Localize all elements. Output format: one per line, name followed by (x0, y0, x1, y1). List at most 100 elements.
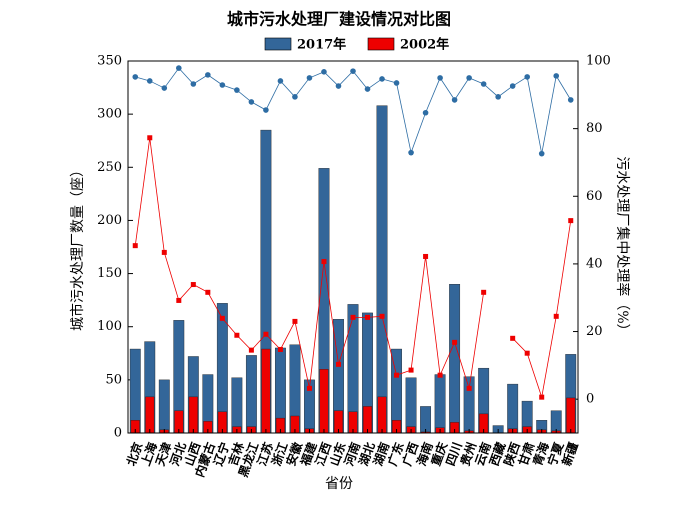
legend-label: 2002年 (400, 37, 449, 53)
line-marker (568, 218, 574, 224)
bar (405, 377, 417, 434)
line-marker (306, 385, 312, 391)
bar (245, 355, 257, 434)
bar (507, 383, 519, 434)
line-marker (292, 94, 298, 100)
line (134, 137, 485, 389)
line-marker (466, 75, 472, 81)
line-marker (365, 314, 371, 320)
legend-swatch (367, 37, 395, 51)
line-marker (263, 331, 269, 337)
line-marker (364, 86, 371, 92)
bar (145, 396, 155, 434)
bar (376, 105, 388, 434)
line-marker (147, 135, 153, 141)
bar (261, 348, 271, 434)
line-marker (553, 73, 560, 79)
line-marker (510, 335, 516, 341)
y2-tick-label: 0 (586, 392, 594, 407)
y-tick-label: 300 (97, 107, 122, 122)
line-marker (335, 361, 341, 367)
line-marker (437, 75, 443, 81)
line-marker (350, 68, 356, 74)
line-marker (277, 78, 284, 84)
line-marker (234, 87, 240, 93)
line-marker (524, 350, 530, 356)
y-tick-label: 100 (97, 319, 122, 334)
line-marker (539, 394, 545, 400)
line-marker (350, 314, 356, 320)
line-marker (538, 150, 545, 157)
line-marker (451, 97, 458, 103)
line (135, 67, 572, 155)
line-marker (248, 99, 255, 105)
line-marker (335, 83, 342, 89)
bar (377, 396, 387, 434)
line-marker (277, 346, 283, 352)
line-marker (219, 82, 226, 88)
line-marker (321, 259, 327, 265)
y-axis-label: 城市污水处理厂数量（座） (69, 163, 86, 331)
bar (463, 376, 475, 434)
line-marker (219, 315, 225, 321)
line-marker (423, 253, 429, 259)
line-marker (408, 367, 414, 373)
y2-tick-label: 60 (586, 189, 603, 204)
line-marker (408, 149, 414, 156)
line-marker (205, 72, 211, 78)
line-marker (321, 69, 327, 75)
chart-title: 城市污水处理厂建设情况对比图 (227, 10, 451, 29)
y-tick-label: 50 (105, 372, 122, 387)
y-tick-label: 150 (97, 266, 122, 281)
line-marker (379, 313, 385, 319)
line-marker (176, 297, 182, 303)
line-marker (480, 81, 487, 87)
bar (231, 377, 243, 434)
line-marker (422, 109, 429, 116)
y2-axis-label: 污水处理厂集中处理率（%） (614, 156, 631, 337)
bar (319, 369, 329, 434)
x-axis-label: 省份 (325, 476, 353, 492)
line-marker (176, 65, 182, 71)
line-marker (132, 243, 138, 249)
y-tick-label: 200 (97, 213, 122, 228)
line-marker (481, 289, 487, 295)
y2-tick-label: 80 (586, 121, 603, 136)
line-marker (161, 249, 167, 255)
line-marker (292, 318, 298, 324)
line-marker (466, 385, 472, 391)
line-marker (190, 81, 197, 87)
line-marker (190, 282, 196, 288)
y-tick-label: 250 (97, 160, 122, 175)
line-marker (306, 75, 313, 81)
line-marker (263, 107, 269, 113)
line-marker (452, 339, 458, 345)
legend-swatch (264, 37, 292, 51)
bar (449, 284, 461, 434)
line-marker (248, 347, 254, 353)
bar (566, 397, 576, 434)
line-marker (495, 94, 501, 100)
bar (188, 396, 198, 434)
line-marker (161, 85, 168, 91)
legend-label: 2017年 (297, 37, 346, 53)
bar (434, 374, 446, 434)
line-marker (379, 76, 385, 82)
bar (158, 379, 170, 434)
y2-tick-label: 40 (586, 256, 603, 271)
line-marker (567, 97, 574, 103)
line-marker (524, 74, 530, 80)
line-marker (393, 80, 400, 86)
line-marker (205, 289, 211, 295)
line-marker (509, 83, 516, 89)
line-marker (437, 372, 443, 378)
y-tick-label: 350 (97, 54, 122, 69)
line-marker (234, 332, 240, 338)
y-tick-label: 0 (114, 426, 122, 441)
line-marker (394, 372, 400, 378)
line (512, 220, 572, 398)
y2-tick-label: 100 (586, 54, 611, 69)
line-marker (146, 78, 153, 84)
y2-tick-label: 20 (586, 324, 603, 339)
